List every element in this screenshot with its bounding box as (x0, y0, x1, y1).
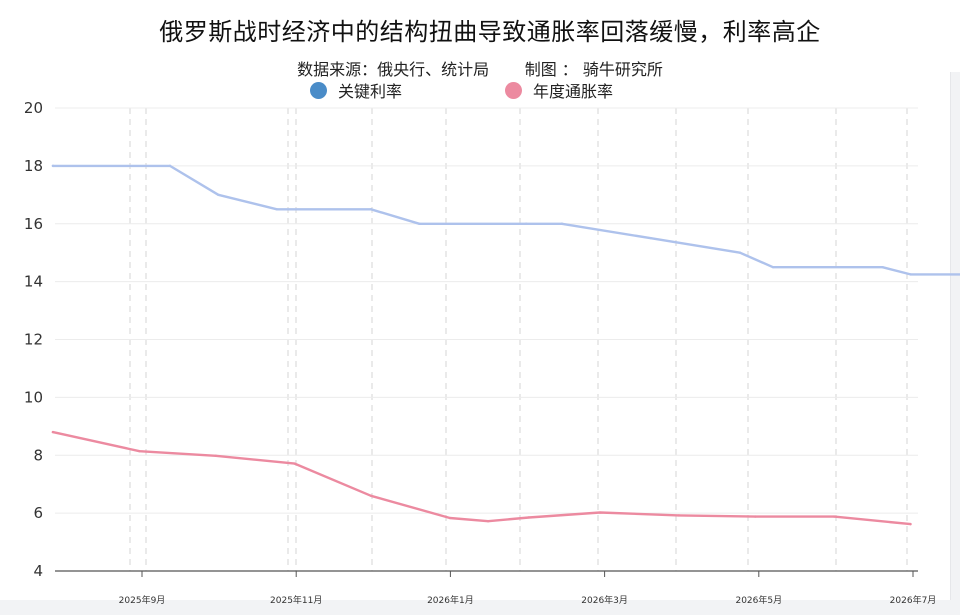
data-point-inflation (486, 520, 490, 523)
data-point-inflation (909, 522, 912, 526)
bottom-strip (0, 600, 960, 615)
x-tick-label: 2025年9月 (119, 594, 166, 606)
data-point-inflation (677, 514, 681, 517)
series-line-inflation (51, 430, 912, 526)
data-point-key-rate (649, 237, 653, 240)
x-tick-label: 2026年3月 (581, 594, 628, 606)
legend-item-inflation[interactable]: 年度通胀率 (505, 80, 614, 101)
data-point-inflation (598, 511, 602, 514)
y-tick-label: 12 (24, 331, 43, 349)
data-point-inflation (51, 430, 55, 434)
y-tick-label: 10 (24, 388, 43, 406)
data-point-key-rate (738, 251, 742, 254)
data-point-key-rate (560, 222, 564, 225)
data-point-inflation (754, 515, 757, 518)
legend-marker-inflation (505, 81, 522, 99)
data-point-inflation (293, 462, 296, 465)
chart-subtitle: 数据来源：俄央行、统计局 制图 ： 骑牛研究所 (297, 60, 663, 79)
y-tick-label: 4 (33, 562, 43, 580)
data-point-key-rate (369, 208, 373, 211)
legend-marker-key-rate (310, 81, 327, 99)
right-scroll-strip (950, 72, 960, 600)
data-point-inflation (527, 516, 530, 519)
y-tick-label: 8 (33, 446, 43, 464)
data-point-key-rate (525, 222, 528, 225)
y-tick-label: 20 (24, 99, 43, 117)
x-tick-label: 2026年1月 (427, 594, 474, 606)
y-tick-label: 6 (33, 504, 43, 522)
x-tick-label: 2025年11月 (270, 594, 322, 606)
series-line-key-rate (51, 164, 960, 276)
data-point-inflation (214, 454, 217, 458)
data-point-key-rate (771, 265, 775, 269)
legend-label-inflation: 年度通胀率 (533, 82, 614, 101)
x-tick-label: 2026年5月 (735, 594, 782, 606)
y-tick-label: 14 (24, 273, 43, 291)
y-tick-label: 16 (24, 215, 43, 233)
data-point-key-rate (881, 265, 884, 269)
data-point-key-rate (275, 208, 279, 211)
x-tick-label: 2026年7月 (890, 594, 937, 606)
legend-label-key-rate: 关键利率 (338, 82, 403, 101)
y-tick-label: 18 (24, 157, 43, 175)
data-point-key-rate (909, 273, 912, 276)
chart-title: 俄罗斯战时经济中的结构扭曲导致通胀率回落缓慢，利率高企 (159, 18, 821, 46)
legend-item-key-rate[interactable]: 关键利率 (310, 80, 403, 101)
data-point-key-rate (51, 164, 55, 168)
data-point-inflation (369, 494, 373, 497)
data-point-inflation (448, 516, 452, 520)
data-point-inflation (832, 515, 836, 518)
data-point-key-rate (418, 222, 421, 225)
data-point-key-rate (168, 164, 172, 168)
data-point-key-rate (217, 193, 220, 197)
data-point-inflation (138, 449, 141, 453)
